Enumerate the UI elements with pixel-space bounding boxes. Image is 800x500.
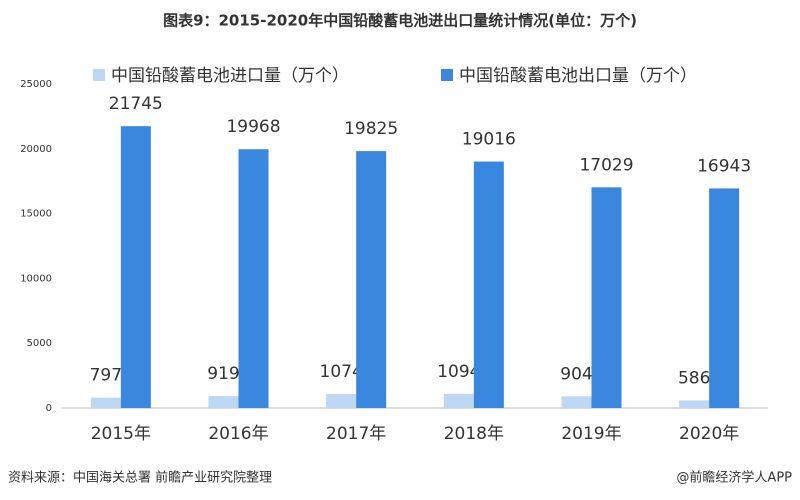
bar bbox=[561, 396, 592, 408]
bar bbox=[473, 161, 504, 408]
value-label: 919 bbox=[207, 364, 239, 384]
value-label: 16943 bbox=[697, 156, 751, 176]
value-label: 1094 bbox=[437, 362, 480, 382]
x-tick-label: 2020年 bbox=[679, 424, 739, 444]
x-tick-label: 2018年 bbox=[444, 424, 504, 444]
value-label: 19016 bbox=[462, 130, 516, 150]
value-label: 586 bbox=[678, 368, 710, 388]
y-tick-label: 0 bbox=[46, 403, 52, 414]
bar bbox=[679, 400, 710, 408]
y-tick-label: 20000 bbox=[20, 144, 52, 155]
legend-swatch bbox=[441, 69, 453, 81]
x-tick-label: 2017年 bbox=[326, 424, 386, 444]
legend-swatch bbox=[93, 69, 105, 81]
y-tick-label: 10000 bbox=[20, 273, 52, 284]
x-tick-label: 2015年 bbox=[91, 424, 151, 444]
x-tick-label: 2016年 bbox=[208, 424, 268, 444]
value-label: 1074 bbox=[320, 362, 363, 382]
bar bbox=[443, 393, 474, 408]
chart-title: 图表9：2015-2020年中国铅酸蓄电池进出口量统计情况(单位：万个) bbox=[163, 12, 637, 30]
value-label: 19968 bbox=[226, 117, 280, 137]
x-tick-label: 2019年 bbox=[561, 424, 621, 444]
value-label: 21745 bbox=[109, 94, 163, 114]
value-label: 797 bbox=[90, 366, 122, 386]
bar bbox=[208, 396, 239, 408]
bar bbox=[120, 126, 151, 408]
y-tick-label: 5000 bbox=[27, 338, 52, 349]
credit: @前瞻经济学人APP bbox=[676, 470, 792, 486]
source: 资料来源：中国海关总署 前瞻产业研究院整理 bbox=[8, 470, 272, 486]
legend-label: 中国铅酸蓄电池进口量（万个） bbox=[111, 66, 349, 86]
value-label: 904 bbox=[560, 364, 592, 384]
bar bbox=[238, 149, 269, 408]
bar bbox=[591, 187, 622, 408]
legend-label: 中国铅酸蓄电池出口量（万个） bbox=[459, 66, 697, 86]
bar bbox=[326, 394, 357, 408]
value-label: 19825 bbox=[344, 119, 398, 139]
y-tick-label: 25000 bbox=[20, 79, 52, 90]
y-tick-label: 15000 bbox=[20, 209, 52, 220]
bar bbox=[709, 188, 740, 408]
bar bbox=[90, 397, 121, 408]
value-label: 17029 bbox=[579, 155, 633, 175]
bar bbox=[356, 151, 387, 408]
